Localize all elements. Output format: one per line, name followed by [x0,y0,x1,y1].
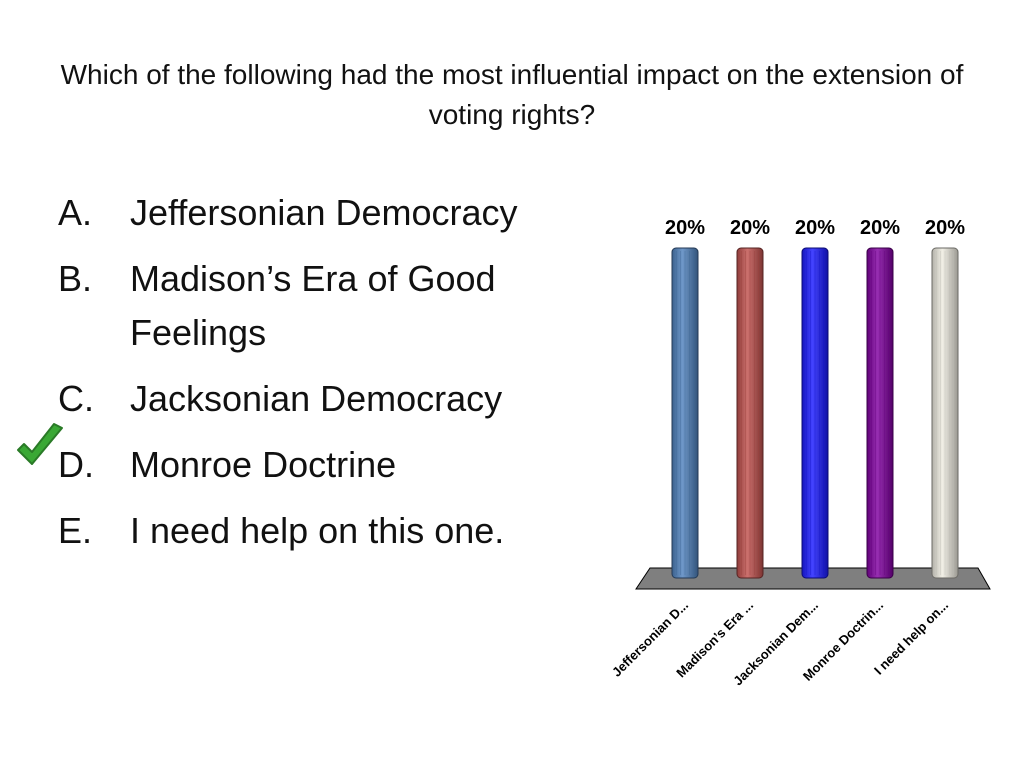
answer-text: Jacksonian Democracy [130,378,503,419]
answer-text: Monroe Doctrine [130,444,397,485]
checkmark-icon [17,423,63,465]
bar [736,247,764,579]
answer-letter: A. [58,192,93,233]
bar [801,247,829,579]
answer-a[interactable]: A. Jeffersonian Democracy [58,186,558,240]
bar-value-label: 20% [730,217,770,239]
response-bar-chart: 20%Jeffersonian D...20%Madison’s Era ...… [609,217,991,688]
answer-list: A. Jeffersonian Democracy B. Madison’s E… [58,186,558,570]
answer-c[interactable]: C. Jacksonian Democracy [58,372,558,426]
answer-text: Madison’s Era of Good Feelings [130,258,496,353]
answer-text: Jeffersonian Democracy [130,192,518,233]
bar-value-label: 20% [665,217,705,239]
answer-text: I need help on this one. [130,510,505,551]
answer-e[interactable]: E. I need help on this one. [58,504,558,558]
answer-letter: E. [58,510,93,551]
bar [671,247,699,579]
answer-d[interactable]: D. Monroe Doctrine [58,438,558,492]
answer-letter: C. [58,378,94,419]
answer-b[interactable]: B. Madison’s Era of Good Feelings [58,252,558,360]
bar-value-label: 20% [860,217,900,239]
answer-letter: D. [58,444,94,485]
answer-letter: B. [58,258,93,299]
question-title: Which of the following had the most infl… [60,59,964,130]
bar-value-label: 20% [925,217,965,239]
bar [866,247,894,579]
bar-value-label: 20% [795,217,835,239]
bar [931,247,959,579]
